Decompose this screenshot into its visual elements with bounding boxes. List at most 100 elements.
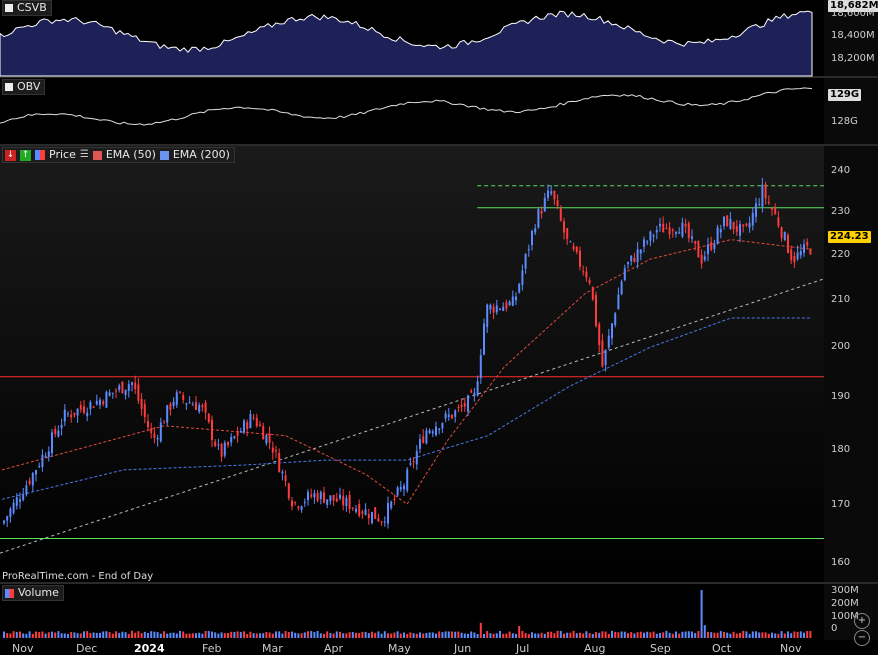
price-legend-label[interactable]: Price <box>49 148 76 161</box>
volume-bar <box>406 633 409 638</box>
candle-body <box>563 221 565 233</box>
candle-body <box>483 323 485 355</box>
volume-bar <box>527 633 530 638</box>
arrow-up-icon[interactable]: ↑ <box>20 149 31 161</box>
price-legend: ↓ ↑ Price ☰ EMA (50) EMA (200) <box>2 147 235 163</box>
volume-bar <box>732 631 735 638</box>
candle-body <box>9 508 12 518</box>
candle-body <box>687 223 690 238</box>
candle-body <box>678 232 681 234</box>
volume-bar <box>588 633 591 638</box>
zoom-out-icon[interactable]: − <box>854 630 870 646</box>
candle-body <box>329 495 332 502</box>
volume-bar <box>739 632 741 638</box>
volume-bar <box>575 633 578 638</box>
candle-body <box>307 491 309 501</box>
ema200-legend-label[interactable]: EMA (200) <box>172 148 230 161</box>
volume-bar <box>51 631 53 638</box>
candle-body <box>745 223 748 226</box>
volume-bar <box>265 631 268 638</box>
volume-bar <box>60 633 63 638</box>
candle-body <box>102 401 105 405</box>
candle-body <box>707 244 709 255</box>
volume-bar <box>716 632 719 638</box>
candle-body <box>51 432 53 454</box>
csvb-tag[interactable]: CSVB <box>2 0 52 16</box>
candle-body <box>630 255 633 262</box>
candle-body <box>623 268 626 280</box>
volume-bar <box>643 632 645 638</box>
candle-body <box>355 508 357 512</box>
volume-bar <box>726 632 729 638</box>
candle-body <box>111 392 114 394</box>
volume-bar <box>358 632 361 638</box>
candle-body <box>3 520 5 524</box>
ema50-legend-label[interactable]: EMA (50) <box>105 148 156 161</box>
candle-body <box>127 384 130 391</box>
candle-body <box>86 412 89 417</box>
volume-bar <box>345 633 348 638</box>
candle-body <box>185 403 188 405</box>
volume-bar <box>249 631 252 638</box>
volume-bar <box>499 630 501 638</box>
volume-bar <box>748 633 751 638</box>
csvb-tick-3: 18,200M <box>831 53 875 64</box>
volume-bar <box>153 631 156 638</box>
volume-bar <box>719 630 722 638</box>
month-label: Feb <box>202 642 222 655</box>
month-label: Aug <box>584 642 606 655</box>
candle-body <box>803 244 805 253</box>
candle-body <box>556 200 559 207</box>
candle-body <box>591 286 594 300</box>
volume-bar <box>675 631 677 638</box>
volume-bar <box>537 633 540 638</box>
panel-separator[interactable] <box>0 144 878 146</box>
volume-bar <box>396 631 399 638</box>
panel-separator[interactable] <box>0 76 878 78</box>
candle-body <box>278 453 281 473</box>
volume-bar <box>476 633 479 638</box>
candle-body <box>419 439 421 449</box>
volume-bar <box>780 631 783 638</box>
volume-bar <box>460 632 463 638</box>
obv-tag[interactable]: OBV <box>2 79 46 95</box>
zoom-in-icon[interactable]: + <box>854 613 870 629</box>
month-label: Apr <box>324 642 344 655</box>
volume-bar <box>566 632 569 638</box>
volume-bar <box>329 632 332 638</box>
candle-body <box>243 420 245 433</box>
source-footer: ProRealTime.com - End of Day <box>2 571 154 582</box>
volume-bar <box>54 632 57 638</box>
candle-body <box>156 438 159 440</box>
volume-bar <box>518 626 521 638</box>
candle-body <box>268 433 271 443</box>
volume-bar <box>313 632 316 638</box>
candle-body <box>499 308 501 310</box>
volume-bar <box>188 633 191 638</box>
volume-bar <box>409 632 412 638</box>
volume-bar <box>12 631 15 638</box>
candle-body <box>431 431 434 434</box>
candle-body <box>374 507 377 519</box>
panel-separator[interactable] <box>0 582 878 584</box>
month-label: Mar <box>262 642 283 655</box>
candle-body <box>399 486 402 490</box>
price-tick-170: 170 <box>831 499 851 510</box>
candle-body <box>601 340 604 367</box>
candle-body <box>684 223 687 227</box>
volume-bar <box>572 630 575 638</box>
candle-body <box>521 270 524 285</box>
arrow-down-icon[interactable]: ↓ <box>5 149 16 161</box>
volume-bar <box>422 633 425 638</box>
price-tick-190: 190 <box>831 391 851 402</box>
volume-bar <box>147 633 149 638</box>
candle-body <box>70 414 73 418</box>
candle-body <box>83 406 85 413</box>
candle-body <box>377 518 380 522</box>
obv-tick-2: 128G <box>831 116 858 127</box>
volume-tag[interactable]: Volume <box>2 585 64 601</box>
volume-bar <box>143 631 146 638</box>
candle-body <box>326 499 329 505</box>
menu-icon[interactable]: ☰ <box>79 149 89 160</box>
